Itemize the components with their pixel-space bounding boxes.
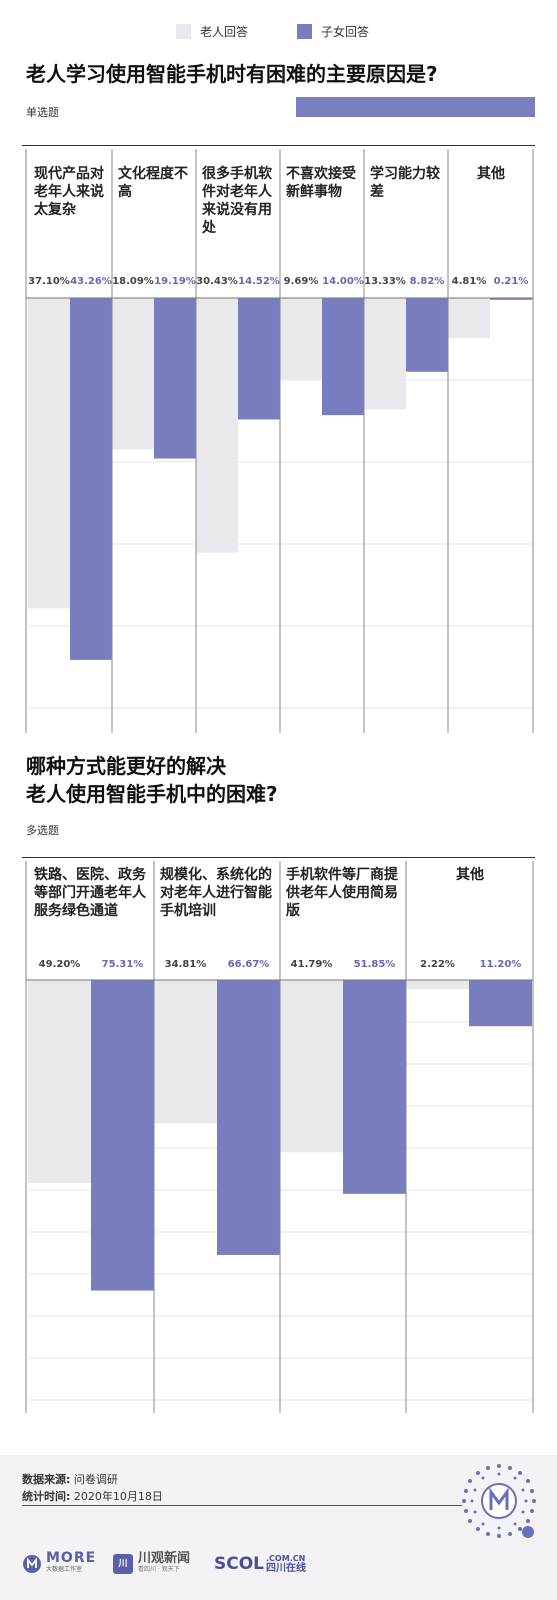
bar-elder — [364, 298, 406, 410]
category-label: 现代产品对老年人来说太复杂 — [34, 166, 104, 218]
scol-logo-cn: 四川在线 — [266, 1563, 307, 1574]
footer: 数据来源: 问卷调研 统计时间: 2020年10月18日 MORE 大数据工作室… — [0, 1455, 557, 1600]
footer-rule — [22, 1505, 462, 1506]
value-label-elder: 30.43% — [196, 276, 238, 287]
chart-1 — [25, 149, 534, 733]
legend: 老人回答 子女回答 — [0, 22, 557, 40]
value-label-elder: 34.81% — [164, 959, 207, 970]
value-label-elder: 9.69% — [283, 276, 319, 287]
stat-time-label: 统计时间: — [22, 1490, 71, 1503]
bar-child — [343, 980, 406, 1194]
chuanguan-logo: 川 川观新闻 看四川 · 观天下 — [113, 1550, 190, 1578]
q1-accent-bar — [296, 97, 535, 117]
legend-label-elder: 老人回答 — [200, 24, 249, 39]
bar-child — [217, 980, 280, 1255]
legend-label-child: 子女回答 — [321, 24, 370, 39]
value-label-child: 19.19% — [154, 276, 196, 287]
category-label: 学习能力较差 — [370, 166, 440, 200]
value-label-elder: 37.10% — [28, 276, 70, 287]
category-label: 很多手机软件对老年人来说没有用处 — [202, 166, 272, 236]
category-label: 手机软件等厂商提供老年人使用简易版 — [286, 867, 398, 919]
bar-child — [238, 298, 280, 420]
stat-time: 统计时间: 2020年10月18日 — [22, 1488, 163, 1504]
more-logo-text: MORE — [46, 1550, 97, 1566]
scol-logo: SCOL .COM.CN 四川在线 — [214, 1550, 306, 1578]
legend-swatch-elder — [176, 23, 191, 39]
bar-elder — [196, 298, 238, 553]
value-label-child: 14.52% — [238, 276, 280, 287]
bar-child — [490, 298, 532, 300]
q1-top-rule — [22, 145, 535, 146]
category-label: 铁路、医院、政务等部门开通老年人服务绿色通道 — [34, 867, 146, 919]
legend-item-child: 子女回答 — [297, 22, 369, 40]
bar-elder — [280, 298, 322, 380]
category-label: 其他 — [477, 166, 505, 182]
value-label-elder: 18.09% — [112, 276, 154, 287]
value-label-elder: 13.33% — [364, 276, 406, 287]
bar-elder — [280, 980, 343, 1153]
bar-child — [406, 298, 448, 372]
q2-title-line1: 哪种方式能更好的解决 — [26, 754, 226, 778]
bar-child — [91, 980, 154, 1291]
bar-elder — [28, 980, 91, 1183]
more-logo: MORE 大数据工作室 — [22, 1550, 96, 1578]
category-label: 不喜欢接受新鲜事物 — [286, 166, 356, 200]
value-label-child: 51.85% — [353, 959, 396, 970]
bar-child — [469, 980, 532, 1027]
q1-tag: 单选题 — [26, 106, 59, 119]
value-label-child: 11.20% — [479, 959, 522, 970]
value-label-child: 8.82% — [409, 276, 445, 287]
value-label-child: 66.67% — [227, 959, 270, 970]
scol-logo-domain: .COM.CN — [266, 1554, 306, 1563]
value-label-child: 43.26% — [70, 276, 112, 287]
data-source: 数据来源: 问卷调研 — [22, 1471, 118, 1487]
chuanguan-logo-sub: 看四川 · 观天下 — [138, 1566, 180, 1573]
q2-top-rule — [22, 857, 535, 858]
stat-time-value: 2020年10月18日 — [73, 1490, 163, 1503]
q2-tag: 多选题 — [26, 824, 59, 837]
q2-title-line2: 老人使用智能手机中的困难? — [26, 782, 278, 806]
chuanguan-logo-icon: 川 — [113, 1554, 133, 1574]
value-label-child: 0.21% — [493, 276, 529, 287]
bar-elder — [112, 298, 154, 450]
category-label: 其他 — [456, 867, 484, 883]
value-label-elder: 4.81% — [451, 276, 487, 287]
scol-logo-text: SCOL — [214, 1554, 265, 1574]
chuanguan-logo-text: 川观新闻 — [138, 1551, 191, 1566]
legend-item-elder: 老人回答 — [176, 22, 248, 40]
bar-elder — [406, 980, 469, 990]
category-label: 文化程度不高 — [118, 166, 188, 200]
more-logo-icon — [23, 1555, 41, 1573]
legend-swatch-child — [297, 23, 312, 39]
bar-child — [154, 298, 196, 459]
more-logo-sub: 大数据工作室 — [46, 1566, 83, 1573]
value-label-child: 75.31% — [101, 959, 144, 970]
category-label: 规模化、系统化的对老年人进行智能手机培训 — [160, 867, 272, 919]
data-source-label: 数据来源: — [22, 1473, 71, 1486]
value-label-child: 14.00% — [322, 276, 364, 287]
data-source-value: 问卷调研 — [73, 1473, 118, 1486]
bar-elder — [448, 298, 490, 339]
q1-title: 老人学习使用智能手机时有困难的主要原因是? — [26, 62, 438, 86]
bar-elder — [28, 298, 70, 609]
bar-child — [322, 298, 364, 416]
value-label-elder: 41.79% — [290, 959, 333, 970]
value-label-elder: 2.22% — [420, 959, 455, 970]
chart-2 — [25, 861, 534, 1413]
qr-code-icon — [462, 1464, 536, 1538]
bar-child — [70, 298, 112, 660]
value-label-elder: 49.20% — [38, 959, 81, 970]
bar-elder — [154, 980, 217, 1124]
